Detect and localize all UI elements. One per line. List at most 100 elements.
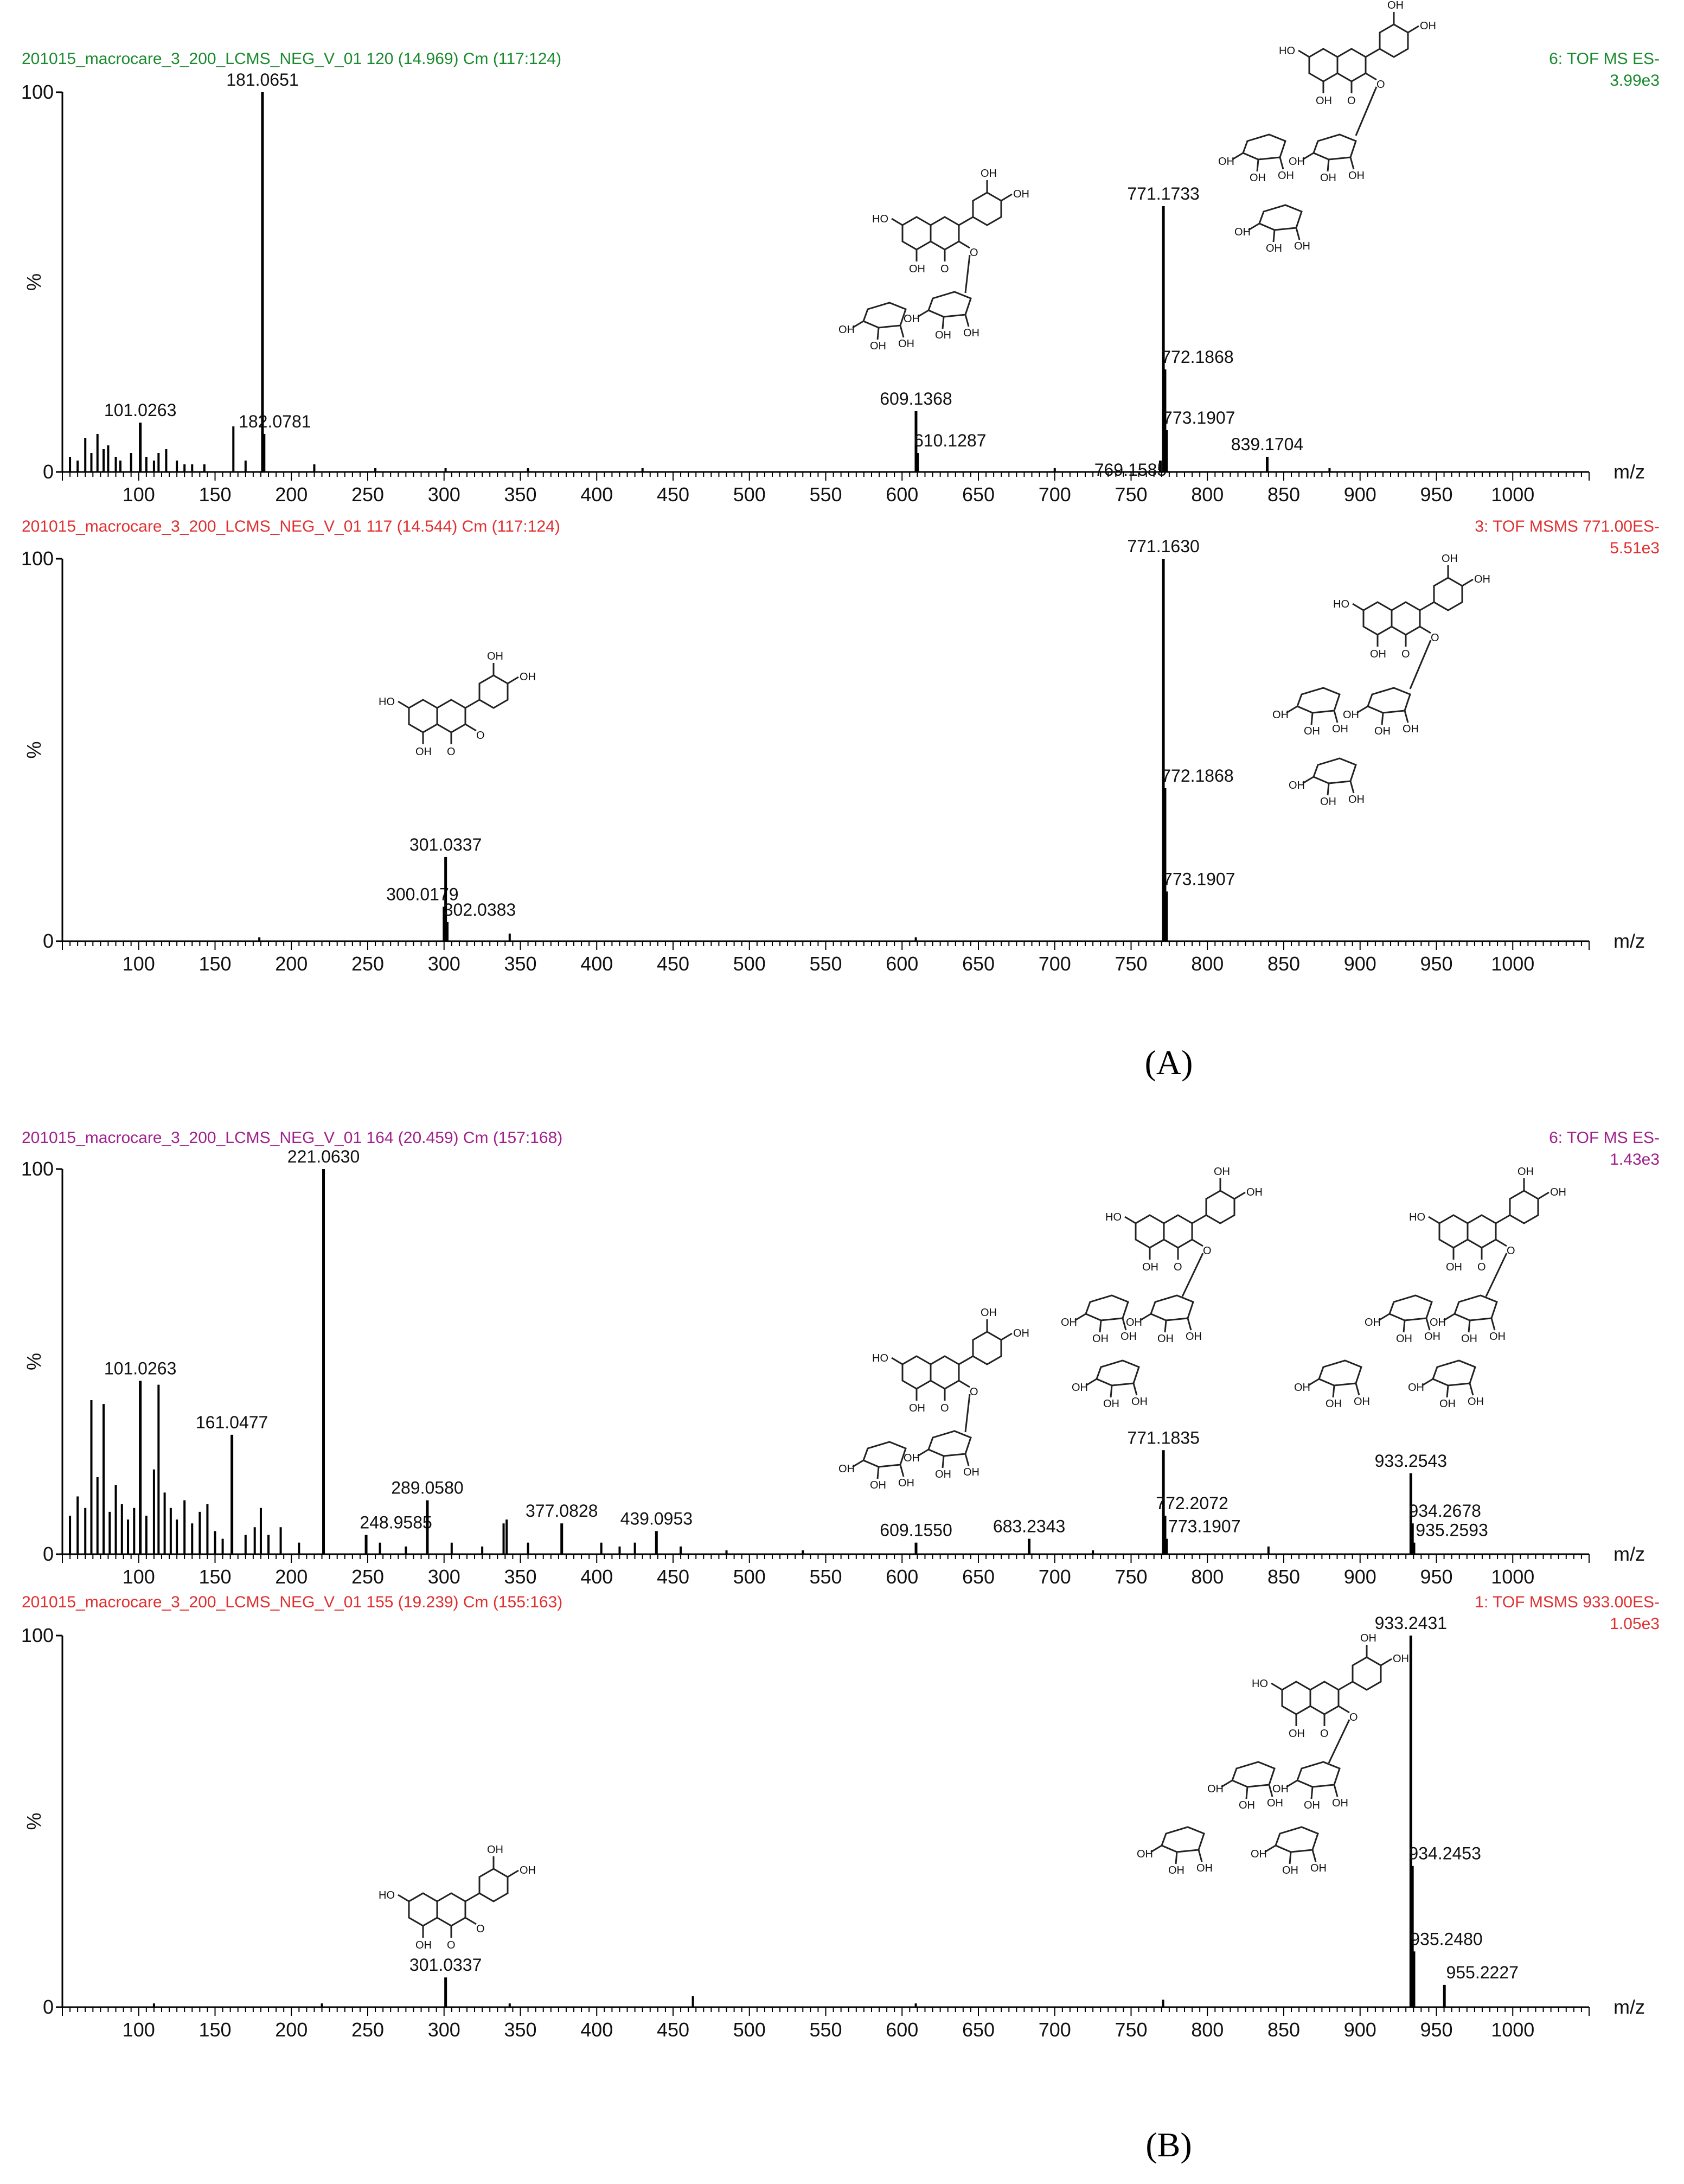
peak-label: 769.1585 [1094, 460, 1167, 480]
x-tick-label: 900 [1344, 1566, 1376, 1588]
peak-label: 301.0337 [409, 835, 482, 854]
y-tick-label: 100 [21, 81, 54, 103]
x-tick-label: 950 [1420, 1566, 1452, 1588]
x-tick-label: 500 [733, 483, 766, 506]
x-tick-label: 450 [657, 1566, 689, 1588]
x-tick-label: 350 [504, 953, 536, 975]
peak-label: 935.2480 [1410, 1929, 1482, 1949]
y-tick-label: 0 [43, 1543, 54, 1565]
x-axis-label: m/z [1613, 1996, 1645, 2018]
x-tick-label: 250 [351, 953, 384, 975]
peak-label: 248.9585 [360, 1513, 432, 1532]
peak-label: 609.1550 [880, 1521, 952, 1540]
peak-label: 773.1907 [1163, 408, 1235, 427]
peak-label: 772.2072 [1156, 1493, 1228, 1513]
x-tick-label: 400 [580, 483, 613, 506]
x-axis-label: m/z [1613, 930, 1645, 952]
x-tick-label: 600 [886, 483, 918, 506]
structure-b1-large [1293, 1165, 1567, 1411]
y-tick-label: 0 [43, 1996, 54, 2018]
x-tick-label: 700 [1039, 953, 1071, 975]
x-tick-label: 950 [1420, 2019, 1452, 2041]
x-tick-label: 250 [351, 2019, 384, 2041]
peak-label: 772.1868 [1161, 766, 1233, 786]
x-tick-label: 100 [123, 2019, 155, 2041]
header-right-b1: 6: TOF MS ES- [1549, 1129, 1660, 1147]
x-axis-label: m/z [1613, 1543, 1645, 1565]
x-tick-label: 900 [1344, 483, 1376, 506]
panel-header-a2: 201015_macrocare_3_200_LCMS_NEG_V_01 117… [22, 518, 1660, 557]
spectrum-plot-b2: 100 150 200 250 300 350 400 450 500 550 600 650 700 7… [21, 1613, 1645, 2041]
x-tick-label: 800 [1191, 953, 1224, 975]
x-tick-label: 200 [275, 2019, 308, 2041]
x-tick-label: 1000 [1491, 2019, 1534, 2041]
x-tick-label: 250 [351, 1566, 384, 1588]
peak-label: 161.0477 [196, 1413, 268, 1432]
x-tick-label: 200 [275, 1566, 308, 1588]
x-tick-label: 850 [1267, 1566, 1300, 1588]
x-tick-label: 300 [428, 483, 460, 506]
structure-a1-large [1217, 0, 1437, 256]
x-tick-label: 400 [580, 2019, 613, 2041]
x-tick-label: 600 [886, 1566, 918, 1588]
panel-header-b1: 201015_macrocare_3_200_LCMS_NEG_V_01 164… [22, 1129, 1660, 1168]
structure-a2-aglycone [377, 649, 537, 759]
peak-label: 771.1733 [1127, 184, 1199, 203]
header-left-b2: 201015_macrocare_3_200_LCMS_NEG_V_01 155… [22, 1593, 562, 1611]
header-right-b2: 1: TOF MSMS 933.00ES- [1475, 1593, 1660, 1611]
peak-label: 101.0263 [104, 1359, 176, 1378]
peak-label: 934.2453 [1408, 1844, 1481, 1863]
structure-b1-small [837, 1306, 1030, 1492]
peak-label: 683.2343 [993, 1517, 1065, 1536]
x-tick-label: 1000 [1491, 1566, 1534, 1588]
x-tick-label: 650 [962, 2019, 995, 2041]
y-axis-label: % [23, 273, 45, 291]
peak-label: 839.1704 [1231, 435, 1303, 454]
y-tick-label: 0 [43, 930, 54, 952]
x-tick-label: 550 [809, 953, 842, 975]
x-tick-label: 450 [657, 2019, 689, 2041]
x-tick-label: 750 [1115, 2019, 1147, 2041]
x-tick-label: 500 [733, 1566, 766, 1588]
x-tick-label: 1000 [1491, 483, 1534, 506]
panel-header-a1: 201015_macrocare_3_200_LCMS_NEG_V_01 120… [22, 50, 1660, 90]
x-tick-label: 650 [962, 483, 995, 506]
x-tick-label: 650 [962, 953, 995, 975]
y-axis-label: % [23, 741, 45, 758]
structure-a1-small [837, 167, 1030, 353]
peak-label: 182.0781 [239, 412, 311, 431]
x-tick-label: 150 [199, 2019, 231, 2041]
x-tick-label: 100 [123, 1566, 155, 1588]
x-tick-label: 700 [1039, 483, 1071, 506]
x-tick-label: 200 [275, 953, 308, 975]
y-axis-label: % [23, 1353, 45, 1370]
y-tick-label: 100 [21, 547, 54, 570]
x-tick-label: 100 [123, 483, 155, 506]
x-tick-label: 300 [428, 2019, 460, 2041]
x-tick-label: 900 [1344, 953, 1376, 975]
structure-b2-glycoside [1136, 1631, 1410, 1878]
peak-label: 935.2593 [1416, 1521, 1488, 1540]
x-tick-label: 450 [657, 953, 689, 975]
x-tick-label: 250 [351, 483, 384, 506]
structure-b1-medium [1060, 1165, 1264, 1411]
peak-label: 101.0263 [104, 400, 176, 420]
peak-label: 181.0651 [226, 70, 298, 90]
panel-label-b: (B) [1145, 2125, 1192, 2164]
spectrum-plot-a2: 100 150 200 250 300 350 400 450 500 550 600 650 700 7… [21, 537, 1645, 975]
x-tick-label: 650 [962, 1566, 995, 1588]
header-left-a2: 201015_macrocare_3_200_LCMS_NEG_V_01 117… [22, 518, 560, 535]
x-tick-label: 800 [1191, 483, 1224, 506]
x-tick-label: 400 [580, 1566, 613, 1588]
peak-label: 221.0630 [287, 1147, 360, 1166]
peak-label: 771.1835 [1127, 1428, 1199, 1447]
x-tick-label: 900 [1344, 2019, 1376, 2041]
x-tick-label: 150 [199, 953, 231, 975]
x-tick-label: 350 [504, 1566, 536, 1588]
peak-label: 377.0828 [526, 1501, 598, 1521]
panel-label-a: (A) [1145, 1043, 1193, 1082]
peak-label: 933.2543 [1375, 1451, 1447, 1471]
x-tick-label: 300 [428, 953, 460, 975]
x-tick-label: 300 [428, 1566, 460, 1588]
